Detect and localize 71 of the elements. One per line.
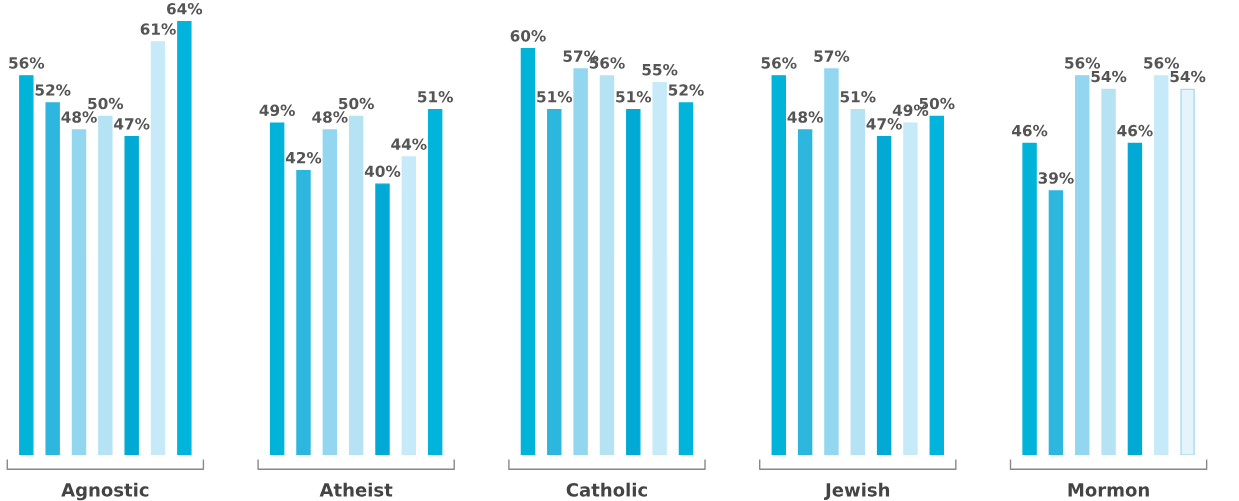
data-label: 48% xyxy=(61,111,97,123)
data-label: 50% xyxy=(88,97,124,110)
bar xyxy=(98,115,113,455)
data-label: 55% xyxy=(642,63,678,76)
bar xyxy=(903,122,918,455)
bar xyxy=(929,115,944,455)
bar xyxy=(19,75,34,455)
bar xyxy=(678,102,694,455)
data-label: 48% xyxy=(787,111,823,123)
bar xyxy=(626,108,641,455)
data-label: 50% xyxy=(339,97,374,110)
bar xyxy=(1048,190,1064,455)
bar xyxy=(375,183,390,455)
data-label: 54% xyxy=(1091,70,1127,83)
bar xyxy=(652,81,667,455)
data-label: 47% xyxy=(866,118,902,130)
data-label: 48% xyxy=(312,111,348,123)
data-label: 54% xyxy=(1170,70,1206,83)
data-label: 56% xyxy=(1144,57,1180,69)
data-label: 52% xyxy=(35,84,71,96)
data-label: 56% xyxy=(761,57,797,69)
data-label: 61% xyxy=(140,23,176,35)
data-label: 57% xyxy=(814,50,850,62)
bar xyxy=(1022,142,1037,455)
bar xyxy=(322,129,338,455)
bar xyxy=(124,136,139,455)
bar xyxy=(177,20,192,455)
bar xyxy=(599,75,615,455)
data-label: 49% xyxy=(259,104,295,117)
data-label: 64% xyxy=(167,2,203,15)
bar xyxy=(1075,75,1090,455)
x-tick-label: Catholic xyxy=(566,482,647,497)
x-tick-label: Atheist xyxy=(319,482,393,497)
data-label: 51% xyxy=(840,90,876,103)
data-label: 51% xyxy=(418,90,453,103)
bar xyxy=(1154,75,1169,455)
bar xyxy=(573,68,588,455)
x-tick-label: Jewish xyxy=(824,482,890,501)
data-label: 40% xyxy=(364,165,401,178)
data-label: 42% xyxy=(285,151,322,164)
bar xyxy=(876,136,892,455)
data-label: 44% xyxy=(391,138,427,150)
bar xyxy=(296,169,311,455)
x-tick-label: Agnostic xyxy=(61,482,149,501)
bar xyxy=(71,129,87,455)
bar xyxy=(1101,88,1116,455)
data-label: 51% xyxy=(537,90,573,103)
bar xyxy=(348,115,364,455)
bar xyxy=(427,108,443,455)
bar xyxy=(1180,88,1195,455)
bar xyxy=(150,41,166,455)
bar xyxy=(797,129,813,455)
data-label: 56% xyxy=(1065,57,1101,69)
data-label: 51% xyxy=(616,90,652,103)
bar xyxy=(1127,142,1143,455)
data-label: 46% xyxy=(1117,124,1153,137)
bar xyxy=(45,102,60,455)
bar xyxy=(520,48,536,455)
bar xyxy=(771,75,786,455)
data-label: 39% xyxy=(1038,172,1074,184)
bar xyxy=(401,156,417,455)
bar xyxy=(547,108,562,455)
data-label: 47% xyxy=(114,118,150,130)
bar xyxy=(824,68,839,455)
data-label: 52% xyxy=(668,84,704,96)
bar xyxy=(269,122,285,455)
bar xyxy=(850,108,865,455)
data-label: 46% xyxy=(1011,124,1048,137)
data-label: 60% xyxy=(510,30,546,42)
data-label: 56% xyxy=(9,57,45,69)
x-tick-label: Mormon xyxy=(1068,483,1149,497)
